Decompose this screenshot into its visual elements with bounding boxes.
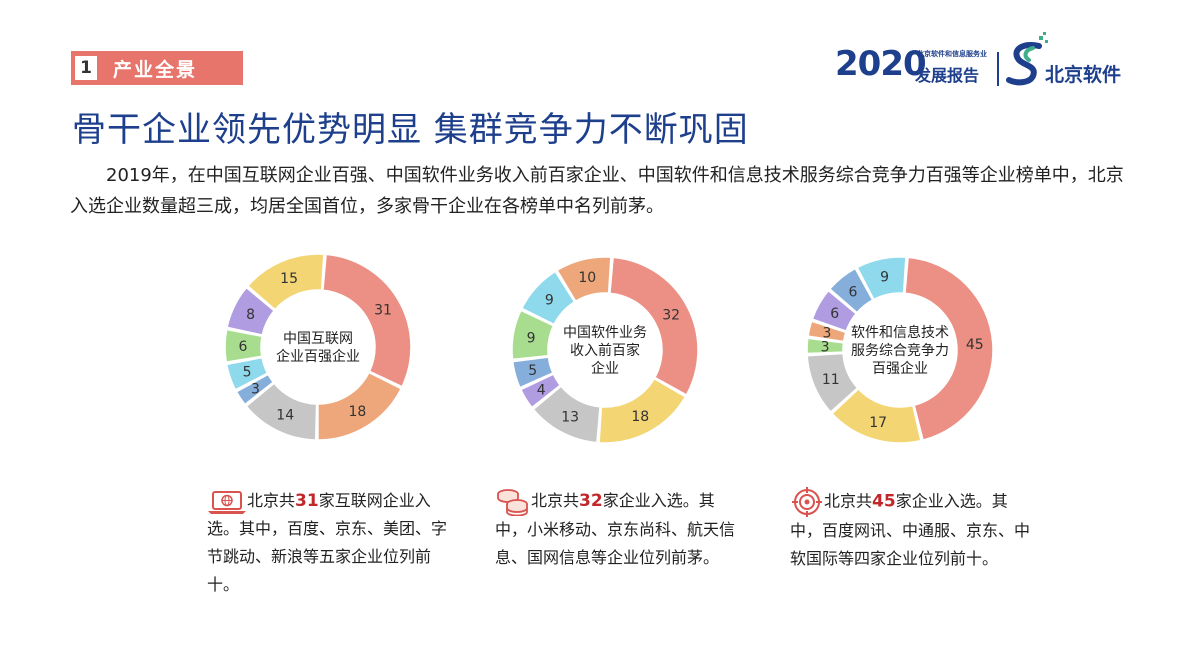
- caption-count: 45: [872, 491, 896, 512]
- donut-segment: [598, 377, 687, 444]
- logo-s-mark-icon: [1006, 32, 1048, 86]
- donut-segment-value: 6: [830, 306, 839, 322]
- donut-segment: [246, 253, 325, 311]
- coins-icon: [497, 488, 528, 516]
- donut-segment-value: 32: [662, 308, 680, 324]
- donut-segment-value: 17: [869, 415, 887, 431]
- donut-segment: [317, 371, 403, 441]
- intro-paragraph: 2019年，在中国互联网企业百强、中国软件业务收入前百家企业、中国软件和信息技术…: [70, 165, 1124, 217]
- donut-segment: [811, 289, 858, 333]
- logo-small-text: 北京软件和信息服务业: [917, 50, 987, 58]
- logo-year: 2020: [835, 44, 927, 84]
- caption-body: 家企业入选。其中，小米移动、京东尚科、航天信息、国网信息等企业位列前茅。: [495, 491, 736, 567]
- donut-segment-value: 5: [528, 363, 537, 379]
- caption-pre: 北京共: [531, 491, 580, 510]
- donut-segment: [245, 382, 318, 441]
- donut-segment: [322, 253, 412, 388]
- page-headline: 骨干企业领先优势明显 集群竞争力不断巩固: [72, 110, 749, 150]
- donut-segment: [807, 320, 847, 343]
- donut-segment: [520, 270, 576, 326]
- logo-report-text: 发展报告: [915, 66, 980, 85]
- caption-body: 家企业入选。其中，百度网讯、中通服、京东、中软国际等四家企业位列前十。: [790, 491, 1031, 569]
- donut-segment: [828, 267, 874, 314]
- donut-segment: [856, 256, 907, 301]
- caption-pre: 北京共: [824, 491, 873, 511]
- report-logo: 2020 北京软件和信息服务业 发展报告 北京软件: [835, 32, 1145, 92]
- donut-segment: [831, 387, 922, 444]
- donut-segment: [806, 337, 845, 355]
- donut-center-label: 软件和信息技术: [851, 324, 949, 341]
- donut-segment: [511, 309, 555, 361]
- donut-center-label: 收入前百家: [570, 342, 640, 359]
- donut-segment-value: 9: [545, 293, 554, 309]
- donut-segment-value: 13: [561, 409, 579, 425]
- donut-segment-value: 3: [251, 381, 260, 397]
- donut-segment-value: 18: [348, 404, 366, 420]
- donut-segment: [519, 373, 562, 409]
- donut-segment-value: 31: [374, 303, 392, 319]
- donut-segment: [532, 385, 601, 444]
- donut-segment-value: 18: [631, 409, 649, 425]
- donut-segment-value: 14: [276, 407, 294, 423]
- donut-center-label: 中国互联网: [283, 331, 353, 347]
- donut-segment: [226, 286, 276, 336]
- donut-segment-value: 6: [239, 339, 248, 355]
- donut-segment: [235, 373, 275, 406]
- donut-segment-value: 3: [821, 340, 830, 356]
- donut-segment: [511, 356, 554, 389]
- donut-segment-value: 4: [537, 382, 546, 398]
- donut-center-label: 企业百强企业: [276, 348, 360, 365]
- donut-segment-value: 9: [527, 330, 536, 346]
- donut-segment-value: 15: [280, 271, 298, 287]
- donut-center-label: 百强企业: [872, 360, 928, 377]
- donut-segment: [609, 256, 699, 396]
- donut-segment-value: 8: [246, 307, 255, 323]
- caption-pre: 北京共: [247, 491, 296, 510]
- donut-segment-value: 9: [880, 270, 889, 286]
- caption-count: 31: [295, 491, 319, 511]
- donut-segment: [224, 328, 263, 364]
- section-label: 产业全景: [113, 58, 198, 81]
- donut-segment: [556, 256, 612, 303]
- donut-segment: [904, 256, 994, 442]
- donut-segment: [225, 356, 269, 391]
- caption-internet: 北京共31家互联网企业入选。其中，百度、京东、美团、字节跳动、新浪等五家企业位列…: [207, 487, 447, 599]
- donut-center-label: 中国软件业务: [563, 325, 647, 341]
- laptop-icon: [208, 490, 246, 514]
- section-badge: 1 产业全景: [71, 51, 243, 85]
- logo-divider: [997, 52, 999, 86]
- donut-center-label: 服务综合竞争力: [851, 342, 949, 359]
- donut-segment-value: 11: [822, 372, 840, 388]
- donut-segment: [806, 352, 859, 414]
- donut-segment-value: 5: [243, 365, 252, 381]
- donut-segment-value: 10: [578, 270, 596, 286]
- caption-body: 家互联网企业入选。其中，百度、京东、美团、字节跳动、新浪等五家企业位列前十。: [207, 491, 448, 594]
- caption-competitiveness: 北京共45家企业入选。其中，百度网讯、中通服、京东、中软国际等四家企业位列前十。: [790, 487, 1030, 573]
- caption-count: 32: [579, 491, 603, 511]
- target-icon: [792, 487, 822, 517]
- section-number: 1: [75, 56, 97, 80]
- donut-segment-value: 45: [966, 337, 984, 353]
- donut-segment-value: 6: [848, 285, 857, 301]
- caption-software-revenue: 北京共32家企业入选。其中，小米移动、京东尚科、航天信息、国网信息等企业位列前茅…: [495, 487, 735, 572]
- logo-name: 北京软件: [1045, 64, 1122, 86]
- donut-center-label: 企业: [591, 360, 619, 377]
- donut-chart-software-revenue-top100: 32 18 13 45 9 9 10 中国软件业务收入前百家企业: [511, 256, 699, 444]
- donut-segment-value: 3: [823, 326, 832, 342]
